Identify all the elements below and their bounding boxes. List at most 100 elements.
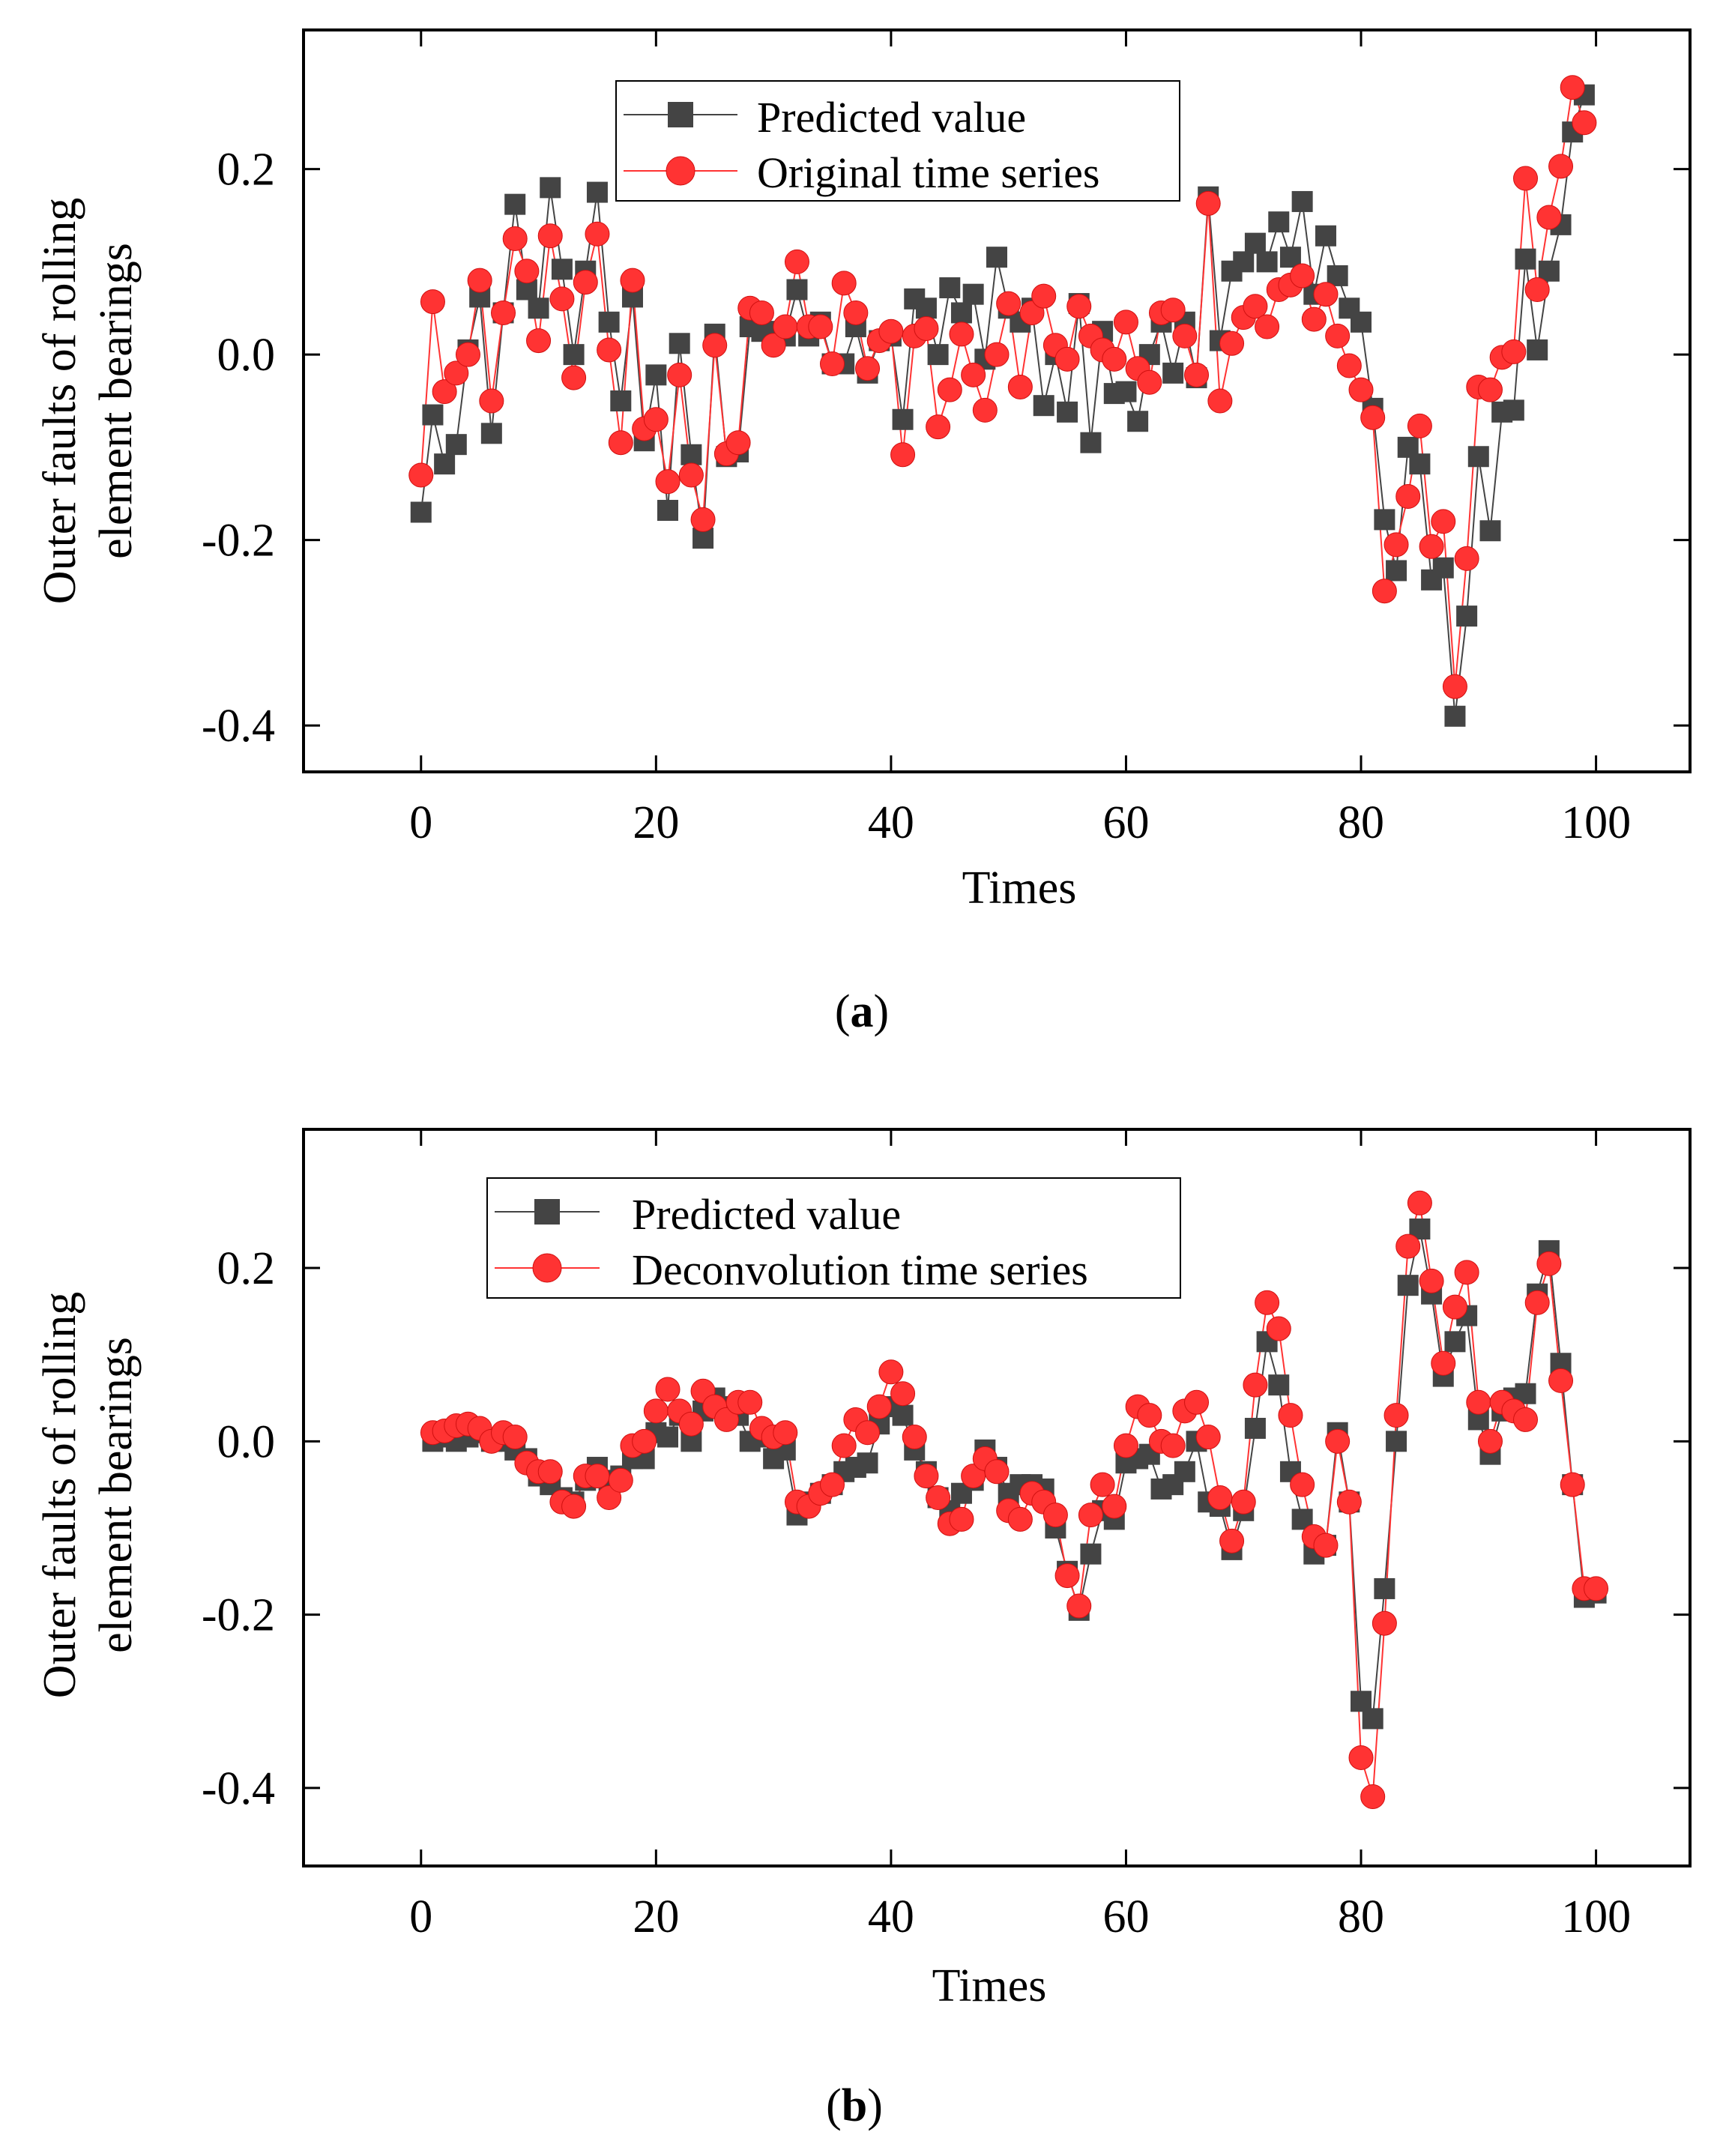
panel-a-original-point-32 <box>784 249 809 274</box>
panel-a-original-point-88 <box>1442 674 1467 699</box>
panel-a-original-point-10 <box>526 328 552 354</box>
panel-a-predicted-point-83 <box>1386 560 1407 582</box>
panel-b-deconvolution-point-18 <box>632 1428 657 1454</box>
panel-b-legend-predicted-label: Predicted value <box>632 1190 901 1239</box>
panel-a-original-point-1 <box>420 289 445 315</box>
panel-a-original-point-55 <box>1054 346 1080 372</box>
panel-a-original-point-50 <box>996 291 1022 316</box>
panel-a-legend-predicted-label: Predicted value <box>757 93 1026 142</box>
panel-a-predicted-point-57 <box>1080 432 1102 453</box>
panel-b-deconvolution-point-40 <box>890 1381 916 1407</box>
panel-b-deconvolution-point-20 <box>655 1377 681 1402</box>
panel-b-deconvolution-point-97 <box>1560 1472 1585 1497</box>
panel-b-legend-deconvolution-label: Deconvolution time series <box>632 1245 1088 1294</box>
panel-b-deconvolution-point-89 <box>1466 1389 1491 1415</box>
panel-a-legend-box <box>615 80 1180 202</box>
panel-a-original-point-38 <box>855 356 881 381</box>
panel-a-y-tick-label-1: -0.2 <box>202 516 275 567</box>
panel-a-original-point-11 <box>537 223 563 249</box>
panel-b-x-tick-label-80: 80 <box>1338 1891 1384 1942</box>
panel-b-deconvolution-point-58 <box>1102 1494 1127 1519</box>
panel-b-x-tick-label-100: 100 <box>1561 1891 1631 1942</box>
panel-a-predicted-point-95 <box>1527 339 1548 360</box>
panel-a-original-point-91 <box>1477 377 1503 402</box>
panel-b-predicted-point-40 <box>892 1404 914 1426</box>
panel-a-predicted-point-82 <box>1374 509 1395 531</box>
panel-a-original-point-96 <box>1536 205 1562 230</box>
panel-a-predicted-point-53 <box>1033 395 1054 417</box>
panel-b-deconvolution-point-72 <box>1266 1316 1291 1341</box>
panel-a-predicted-point-21 <box>657 500 679 522</box>
panel-b-deconvolution-point-78 <box>1336 1489 1362 1515</box>
panel-a-legend: Predicted value Original time series <box>615 80 1180 202</box>
panel-b-deconvolution-point-71 <box>1255 1290 1280 1315</box>
panel-a-predicted-point-23 <box>681 444 702 465</box>
panel-a-y-axis-label-line1: Outer faults of rolling <box>34 198 85 604</box>
panel-a-predicted-point-90 <box>1467 446 1489 468</box>
panel-a-predicted-point-12 <box>551 259 573 280</box>
panel-a-predicted-point-89 <box>1456 606 1478 627</box>
panel-a-original-point-21 <box>655 469 681 495</box>
panel-b-deconvolution-point-19 <box>643 1398 669 1424</box>
panel-b-deconvolution-point-7 <box>502 1425 528 1450</box>
panel-a-original-point-86 <box>1419 534 1444 559</box>
panel-a-x-tick-labels: 0 20 40 60 80 100 <box>409 797 1631 848</box>
panel-a-original-point-95 <box>1524 277 1550 302</box>
panel-a-original-point-40 <box>878 318 904 344</box>
panel-a-predicted-point-46 <box>950 302 972 324</box>
panel-b-deconvolution-point-48 <box>984 1459 1010 1485</box>
panel-a-original-point-17 <box>608 430 633 456</box>
panel-b-predicted-point-72 <box>1268 1374 1290 1396</box>
panel-a-original-point-34 <box>808 314 833 339</box>
panel-b-deconvolution-point-53 <box>1042 1503 1068 1528</box>
panel-a-original-point-89 <box>1454 546 1479 571</box>
panel-a-original-point-99 <box>1572 110 1597 136</box>
panel-a-original-point-77 <box>1313 282 1339 307</box>
panel-b-deconvolution-point-12 <box>561 1494 587 1519</box>
panel-a-predicted-point-91 <box>1479 520 1501 542</box>
panel-a-predicted-point-47 <box>962 283 984 305</box>
panel-b-deconvolution-point-38 <box>866 1394 892 1419</box>
panel-b-deconvolution-point-63 <box>1160 1433 1186 1458</box>
panel-a-original-point-72 <box>1255 314 1280 339</box>
panel-b-predicted-point-87 <box>1444 1331 1466 1353</box>
panel-a-original-point-30 <box>761 333 786 358</box>
panel-b-deconvolution-point-76 <box>1313 1533 1339 1558</box>
panel-b-deconvolution-point-90 <box>1477 1428 1503 1454</box>
panel-b-deconvolution-point-77 <box>1325 1428 1351 1454</box>
panel-a-ticks <box>304 30 1690 772</box>
panel-b-predicted-point-64 <box>1174 1461 1195 1482</box>
panel-a-original-point-49 <box>984 342 1010 367</box>
panel-a-original-point-66 <box>1184 362 1210 387</box>
panel-a-original-point-79 <box>1336 353 1362 378</box>
panel-b-y-tick-label-0: -0.4 <box>202 1763 275 1814</box>
panel-a-original-point-60 <box>1113 309 1138 335</box>
panel-a-original-point-15 <box>585 221 610 247</box>
panel-b-deconvolution-point-54 <box>1054 1563 1080 1589</box>
panel-b-deconvolution-point-56 <box>1078 1503 1103 1528</box>
panel-b-deconvolution-point-61 <box>1137 1403 1162 1428</box>
panel-b-deconvolution-point-79 <box>1348 1745 1374 1770</box>
panel-a-original-point-16 <box>597 337 622 363</box>
panel-a-y-tick-labels: -0.4 -0.2 0.0 0.2 <box>202 145 275 752</box>
panel-b-plot-frame <box>302 1128 1692 1867</box>
panel-b-y-tick-label-2: 0.0 <box>217 1416 276 1467</box>
panel-b-deconvolution-point-70 <box>1243 1372 1268 1398</box>
panel-a-original-point-2 <box>432 379 457 405</box>
panel-b-deconvolution-point-39 <box>878 1359 904 1385</box>
panel-a-original-point-14 <box>573 270 598 295</box>
panel-b-deconvolution-point-86 <box>1431 1350 1456 1376</box>
panel-b-deconvolution-point-37 <box>855 1420 881 1446</box>
panel-a-predicted-point-60 <box>1115 381 1137 402</box>
panel-a-predicted-point-70 <box>1233 251 1255 273</box>
panel-a-y-tick-label-3: 0.2 <box>217 145 276 196</box>
panel-b-x-tick-label-20: 20 <box>633 1891 679 1942</box>
panel-a-predicted-point-20 <box>645 364 667 386</box>
panel-a-predicted-point-88 <box>1444 705 1466 727</box>
panel-a-predicted-point-2 <box>434 453 456 475</box>
panel-b-y-tick-label-1: -0.2 <box>202 1590 275 1641</box>
panel-b-deconvolution-point-74 <box>1290 1472 1315 1497</box>
panel-a-predicted-point-73 <box>1268 211 1290 233</box>
panel-b-x-tick-label-40: 40 <box>868 1891 914 1942</box>
panel-b-deconvolution-point-73 <box>1278 1403 1303 1428</box>
